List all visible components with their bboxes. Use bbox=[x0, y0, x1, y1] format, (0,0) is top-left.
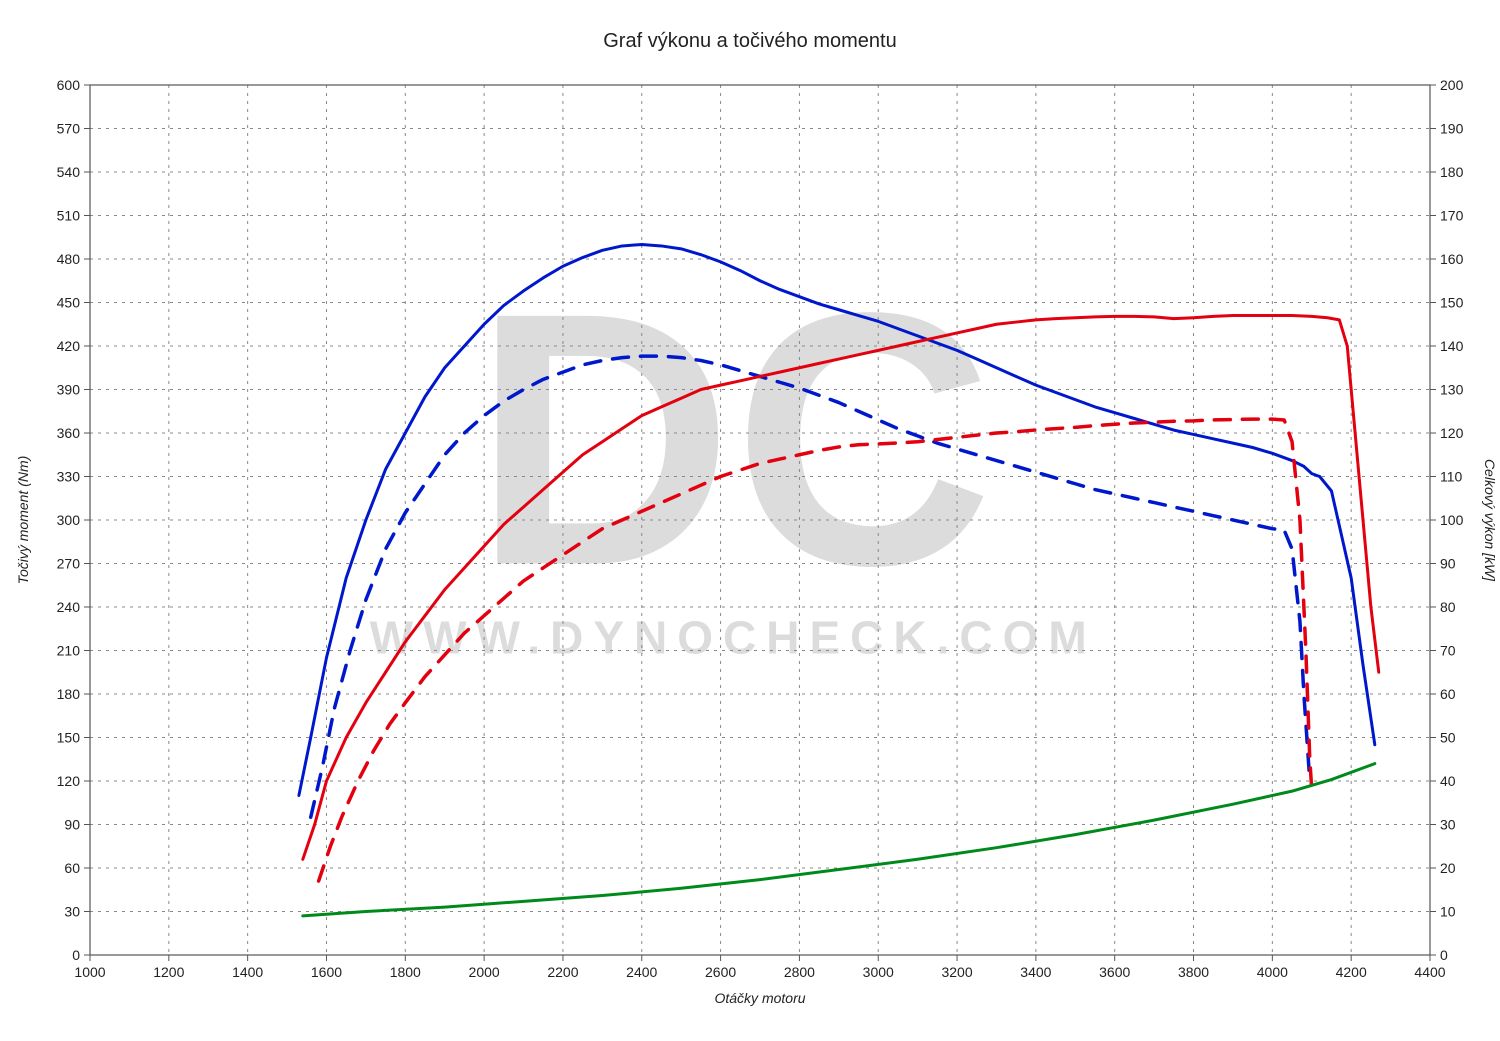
svg-text:80: 80 bbox=[1440, 599, 1456, 615]
svg-text:190: 190 bbox=[1440, 121, 1464, 137]
svg-text:40: 40 bbox=[1440, 773, 1456, 789]
svg-text:150: 150 bbox=[57, 730, 81, 746]
svg-text:1800: 1800 bbox=[390, 964, 421, 980]
svg-text:200: 200 bbox=[1440, 77, 1464, 93]
svg-text:90: 90 bbox=[64, 817, 80, 833]
svg-text:10: 10 bbox=[1440, 904, 1456, 920]
svg-text:100: 100 bbox=[1440, 512, 1464, 528]
svg-text:240: 240 bbox=[57, 599, 81, 615]
svg-text:110: 110 bbox=[1440, 469, 1463, 485]
svg-text:170: 170 bbox=[1440, 208, 1464, 224]
svg-text:30: 30 bbox=[64, 904, 80, 920]
svg-text:3800: 3800 bbox=[1178, 964, 1209, 980]
svg-text:4400: 4400 bbox=[1414, 964, 1445, 980]
svg-text:1200: 1200 bbox=[153, 964, 184, 980]
svg-text:30: 30 bbox=[1440, 817, 1456, 833]
svg-text:2600: 2600 bbox=[705, 964, 736, 980]
svg-text:120: 120 bbox=[57, 773, 81, 789]
svg-text:0: 0 bbox=[1440, 947, 1448, 963]
svg-text:60: 60 bbox=[64, 860, 80, 876]
chart-container: { "chart": { "type": "line-dual-axis", "… bbox=[0, 0, 1500, 1041]
svg-text:480: 480 bbox=[57, 251, 81, 267]
svg-text:2200: 2200 bbox=[547, 964, 578, 980]
svg-text:50: 50 bbox=[1440, 730, 1456, 746]
svg-text:3600: 3600 bbox=[1099, 964, 1130, 980]
svg-text:270: 270 bbox=[57, 556, 81, 572]
svg-text:2400: 2400 bbox=[626, 964, 657, 980]
svg-text:360: 360 bbox=[57, 425, 81, 441]
svg-text:450: 450 bbox=[57, 295, 81, 311]
dyno-chart: DCWWW.DYNOCHECK.COM100012001400160018002… bbox=[0, 0, 1500, 1041]
svg-text:570: 570 bbox=[57, 121, 81, 137]
svg-text:160: 160 bbox=[1440, 251, 1464, 267]
svg-text:4000: 4000 bbox=[1257, 964, 1288, 980]
svg-text:20: 20 bbox=[1440, 860, 1456, 876]
series-loss_curve bbox=[303, 764, 1375, 916]
svg-text:210: 210 bbox=[57, 643, 81, 659]
svg-text:1600: 1600 bbox=[311, 964, 342, 980]
svg-text:1400: 1400 bbox=[232, 964, 263, 980]
svg-text:540: 540 bbox=[57, 164, 81, 180]
svg-text:90: 90 bbox=[1440, 556, 1456, 572]
svg-text:150: 150 bbox=[1440, 295, 1464, 311]
svg-text:0: 0 bbox=[72, 947, 80, 963]
svg-text:1000: 1000 bbox=[74, 964, 105, 980]
svg-text:2000: 2000 bbox=[469, 964, 500, 980]
y-right-axis-label: Celkový výkon [kW] bbox=[1482, 459, 1498, 582]
svg-text:600: 600 bbox=[57, 77, 81, 93]
svg-text:140: 140 bbox=[1440, 338, 1464, 354]
svg-text:390: 390 bbox=[57, 382, 81, 398]
svg-text:3200: 3200 bbox=[941, 964, 972, 980]
svg-text:130: 130 bbox=[1440, 382, 1464, 398]
svg-text:3400: 3400 bbox=[1020, 964, 1051, 980]
svg-text:60: 60 bbox=[1440, 686, 1456, 702]
svg-text:2800: 2800 bbox=[784, 964, 815, 980]
svg-text:120: 120 bbox=[1440, 425, 1464, 441]
svg-text:330: 330 bbox=[57, 469, 81, 485]
chart-title: Graf výkonu a točivého momentu bbox=[0, 30, 1500, 53]
svg-text:180: 180 bbox=[1440, 164, 1464, 180]
svg-text:DC: DC bbox=[473, 239, 993, 641]
svg-text:70: 70 bbox=[1440, 643, 1456, 659]
svg-text:510: 510 bbox=[57, 208, 81, 224]
y-left-axis-label: Točivý moment (Nm) bbox=[15, 456, 31, 585]
svg-text:180: 180 bbox=[57, 686, 81, 702]
x-axis-label: Otáčky motoru bbox=[714, 990, 805, 1006]
chart-title-text: Graf výkonu a točivého momentu bbox=[603, 30, 896, 52]
svg-text:3000: 3000 bbox=[863, 964, 894, 980]
svg-text:420: 420 bbox=[57, 338, 81, 354]
svg-text:300: 300 bbox=[57, 512, 81, 528]
svg-text:4200: 4200 bbox=[1336, 964, 1367, 980]
